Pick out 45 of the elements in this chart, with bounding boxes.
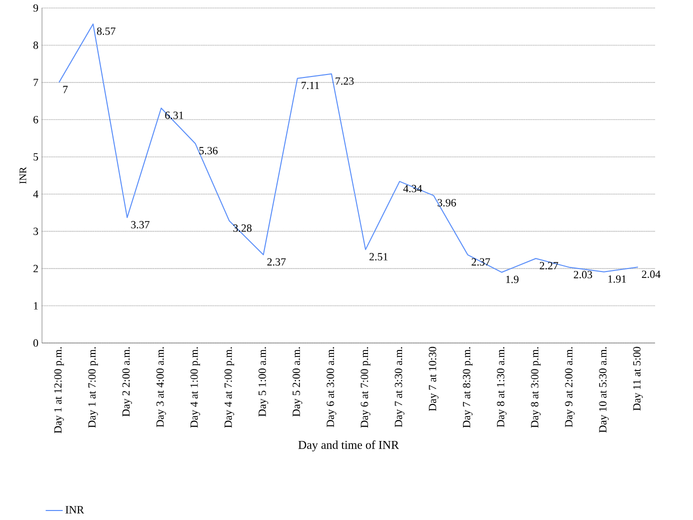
y-tick-label: 1 — [34, 302, 38, 310]
x-tick-label: Day 1 at 7:00 p.m. — [88, 347, 98, 428]
x-tick-label: Day 6 at 7:00 p.m. — [360, 347, 370, 428]
y-tick-label: 6 — [33, 116, 38, 124]
x-tick-label: Day 8 at 1:30 a.m. — [496, 347, 507, 428]
x-tick-label: Day 4 at 7:00 p.m. — [224, 347, 234, 428]
data-label: 2.51 — [370, 253, 388, 260]
data-label: 2.04 — [642, 270, 660, 278]
x-tick-label: Day 2 2:00 a.m. — [122, 347, 132, 416]
y-tick-label: 2 — [33, 264, 38, 272]
data-label: 8.57 — [97, 27, 116, 35]
data-label: 1.9 — [506, 276, 518, 284]
x-axis-title: Day and time of INR — [298, 440, 399, 452]
x-tick-label: Day 7 at 10:30 — [428, 346, 438, 412]
legend-label: INR — [66, 506, 84, 514]
x-tick-label: Day 8 at 3:00 p.m. — [530, 347, 541, 428]
x-tick-label: Day 9 at 2:00 a.m. — [565, 347, 575, 428]
x-tick-label: Day 5 1:00 a.m. — [258, 347, 268, 416]
data-label: 7.11 — [302, 82, 320, 90]
y-tick-label: 7 — [34, 78, 38, 86]
y-axis-title: INR — [20, 166, 26, 184]
data-label: 1.91 — [608, 275, 626, 283]
x-tick-label: Day 7 at 8:30 p.m. — [462, 347, 473, 428]
data-label: 2.37 — [267, 258, 286, 266]
x-tick-label: Day 4 at 1:00 p.m. — [190, 347, 200, 428]
data-label: 2.03 — [574, 270, 592, 278]
data-label: 7 — [63, 86, 68, 94]
data-label: 5.36 — [199, 146, 218, 154]
x-tick-label: Day 7 at 3:30 a.m. — [394, 347, 404, 428]
x-tick-label: Day 6 at 3:00 a.m. — [326, 347, 336, 428]
y-tick-label: 8 — [33, 42, 38, 49]
data-label: 7.23 — [336, 77, 354, 85]
y-tick-label: 0 — [33, 339, 38, 347]
x-tick-label: Day 1 at 12:00 p.m. — [54, 347, 64, 434]
y-tick-label: 5 — [34, 153, 38, 161]
x-tick-label: Day 10 at 5:30 a.m. — [599, 347, 609, 433]
data-label: 3.37 — [131, 221, 150, 228]
x-tick-label: Day 5 2:00 a.m. — [292, 347, 302, 416]
data-label: 3.96 — [438, 199, 456, 206]
y-tick-label: 4 — [33, 190, 38, 198]
x-tick-label: Day 3 at 4:00 a.m. — [156, 347, 166, 428]
y-tick-label: 9 — [33, 4, 38, 12]
y-tick-label: 3 — [34, 228, 38, 236]
x-tick-label: Day 11 at 5:00 — [633, 346, 643, 411]
data-label: 2.27 — [540, 262, 558, 270]
